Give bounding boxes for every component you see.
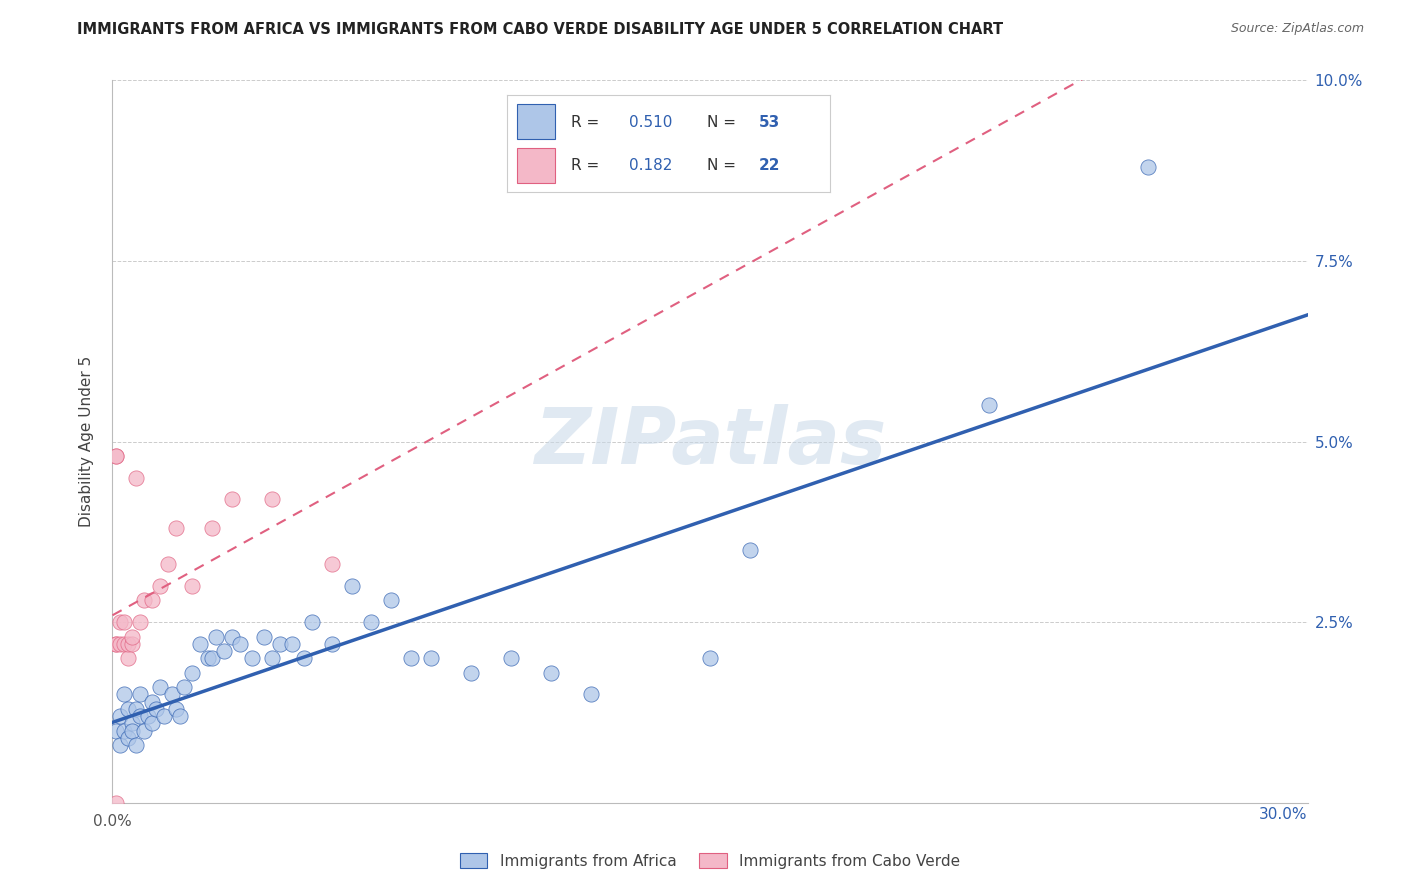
Point	[125, 702, 148, 716]
Point	[117, 731, 139, 745]
Point	[114, 637, 135, 651]
Point	[221, 630, 243, 644]
Point	[201, 521, 224, 535]
Text: ZIPatlas: ZIPatlas	[534, 403, 886, 480]
Point	[149, 680, 172, 694]
Point	[699, 651, 721, 665]
Point	[110, 615, 132, 630]
Legend: Immigrants from Africa, Immigrants from Cabo Verde: Immigrants from Africa, Immigrants from …	[454, 847, 966, 875]
Point	[253, 630, 276, 644]
Point	[105, 637, 128, 651]
Point	[138, 709, 160, 723]
Point	[117, 651, 139, 665]
Point	[321, 637, 343, 651]
Point	[141, 716, 163, 731]
Point	[269, 637, 291, 651]
Point	[145, 702, 167, 716]
Text: Source: ZipAtlas.com: Source: ZipAtlas.com	[1230, 22, 1364, 36]
Point	[401, 651, 423, 665]
Text: IMMIGRANTS FROM AFRICA VS IMMIGRANTS FROM CABO VERDE DISABILITY AGE UNDER 5 CORR: IMMIGRANTS FROM AFRICA VS IMMIGRANTS FRO…	[77, 22, 1004, 37]
Point	[205, 630, 228, 644]
Point	[260, 492, 283, 507]
Point	[114, 615, 135, 630]
Point	[1137, 160, 1160, 174]
Point	[125, 471, 148, 485]
Point	[165, 521, 187, 535]
Point	[188, 637, 211, 651]
Point	[360, 615, 382, 630]
Point	[121, 630, 143, 644]
Point	[181, 665, 204, 680]
Point	[117, 702, 139, 716]
Point	[134, 593, 156, 607]
Point	[110, 709, 132, 723]
Point	[260, 651, 283, 665]
Point	[229, 637, 252, 651]
Point	[162, 687, 183, 701]
Point	[197, 651, 219, 665]
Point	[153, 709, 176, 723]
Point	[540, 665, 562, 680]
Point	[125, 738, 148, 752]
Point	[499, 651, 522, 665]
Point	[121, 637, 143, 651]
Point	[212, 644, 235, 658]
Point	[110, 738, 132, 752]
Point	[141, 695, 163, 709]
Point	[420, 651, 443, 665]
Point	[292, 651, 315, 665]
Point	[977, 398, 1000, 412]
Point	[129, 615, 152, 630]
Point	[105, 637, 128, 651]
Point	[121, 723, 143, 738]
Point	[105, 723, 128, 738]
Point	[110, 637, 132, 651]
Point	[579, 687, 602, 701]
Point	[301, 615, 323, 630]
Text: 30.0%: 30.0%	[1260, 807, 1308, 822]
Point	[221, 492, 243, 507]
Point	[134, 723, 156, 738]
Point	[380, 593, 402, 607]
Point	[169, 709, 191, 723]
Point	[460, 665, 482, 680]
Point	[141, 593, 163, 607]
Point	[114, 687, 135, 701]
Point	[340, 579, 363, 593]
Point	[321, 558, 343, 572]
Point	[105, 449, 128, 463]
Point	[165, 702, 187, 716]
Y-axis label: Disability Age Under 5: Disability Age Under 5	[79, 356, 94, 527]
Point	[129, 709, 152, 723]
Point	[117, 637, 139, 651]
Point	[738, 542, 761, 557]
Point	[201, 651, 224, 665]
Point	[129, 687, 152, 701]
Point	[281, 637, 304, 651]
Point	[173, 680, 195, 694]
Point	[114, 723, 135, 738]
Point	[240, 651, 263, 665]
Point	[105, 796, 128, 810]
Point	[121, 716, 143, 731]
Point	[157, 558, 180, 572]
Point	[105, 449, 128, 463]
Point	[149, 579, 172, 593]
Point	[181, 579, 204, 593]
